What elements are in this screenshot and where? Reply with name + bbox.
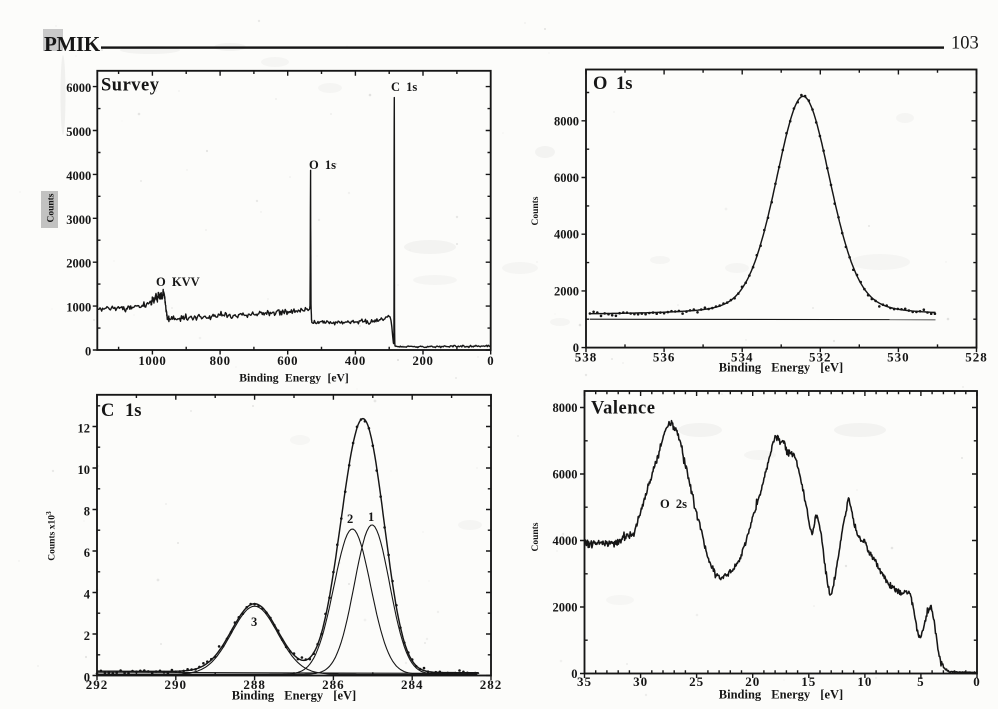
svg-text:532: 532 [809, 350, 832, 365]
svg-text:1: 1 [368, 510, 374, 524]
svg-text:4000: 4000 [66, 169, 91, 183]
svg-text:Binding Energy [eV]: Binding Energy [eV] [719, 688, 843, 702]
svg-text:292: 292 [86, 677, 109, 692]
svg-text:4000: 4000 [554, 228, 579, 242]
svg-text:Binding Energy [eV]: Binding Energy [eV] [232, 689, 356, 703]
svg-text:C 1s: C 1s [101, 401, 141, 421]
svg-text:3000: 3000 [66, 213, 91, 227]
svg-text:35: 35 [577, 674, 592, 689]
svg-text:O 2s: O 2s [660, 497, 687, 511]
svg-text:Binding Energy [eV]: Binding Energy [eV] [239, 372, 348, 385]
svg-text:290: 290 [165, 677, 188, 692]
svg-text:Binding Energy [eV]: Binding Energy [eV] [719, 361, 843, 375]
svg-text:0: 0 [573, 341, 579, 355]
svg-text:2000: 2000 [66, 257, 91, 271]
svg-text:200: 200 [413, 354, 434, 368]
svg-text:538: 538 [575, 350, 598, 365]
svg-text:6000: 6000 [553, 468, 578, 482]
svg-text:1000: 1000 [66, 301, 91, 315]
svg-text:4: 4 [84, 588, 91, 602]
svg-text:103: 103 [951, 34, 979, 54]
svg-text:5000: 5000 [66, 125, 91, 139]
svg-text:1000: 1000 [138, 354, 166, 368]
svg-text:PMIK: PMIK [44, 32, 101, 56]
svg-text:6000: 6000 [66, 81, 91, 95]
svg-text:C 1s: C 1s [391, 80, 417, 94]
svg-text:5: 5 [917, 674, 925, 689]
svg-text:0: 0 [487, 354, 494, 368]
svg-text:25: 25 [689, 674, 704, 689]
svg-text:O KVV: O KVV [156, 275, 200, 289]
svg-text:15: 15 [801, 674, 816, 689]
svg-text:282: 282 [480, 677, 503, 692]
svg-text:288: 288 [243, 677, 266, 692]
svg-text:534: 534 [731, 350, 754, 365]
svg-text:6000: 6000 [554, 171, 579, 185]
svg-text:6: 6 [84, 546, 90, 560]
svg-text:400: 400 [345, 354, 366, 368]
svg-text:2: 2 [84, 629, 90, 643]
svg-text:2: 2 [347, 512, 353, 526]
svg-text:8000: 8000 [554, 114, 579, 128]
svg-text:30: 30 [633, 674, 648, 689]
svg-text:8: 8 [84, 505, 90, 519]
svg-text:2000: 2000 [553, 601, 578, 615]
svg-text:536: 536 [653, 350, 676, 365]
svg-text:10: 10 [78, 463, 91, 477]
svg-text:O 1s: O 1s [593, 74, 632, 94]
svg-text:530: 530 [887, 350, 910, 365]
svg-text:Counts: Counts [531, 196, 541, 225]
svg-text:600: 600 [277, 354, 298, 368]
svg-text:4000: 4000 [553, 534, 578, 548]
svg-text:0: 0 [84, 671, 90, 685]
svg-text:O 1s: O 1s [309, 158, 336, 172]
svg-text:12: 12 [78, 422, 91, 436]
svg-text:Counts: Counts [531, 522, 541, 551]
svg-text:3: 3 [251, 615, 257, 629]
svg-text:0: 0 [973, 674, 981, 689]
svg-text:528: 528 [965, 350, 988, 365]
svg-text:2000: 2000 [554, 284, 579, 298]
svg-text:286: 286 [322, 677, 345, 692]
svg-text:Counts x103: Counts x103 [44, 511, 58, 561]
svg-text:800: 800 [210, 354, 231, 368]
svg-text:284: 284 [401, 677, 424, 692]
svg-text:20: 20 [745, 674, 760, 689]
svg-text:Survey: Survey [101, 76, 160, 96]
svg-text:0: 0 [85, 345, 91, 359]
svg-text:10: 10 [857, 674, 872, 689]
svg-text:Counts: Counts [47, 193, 57, 222]
svg-text:0: 0 [571, 667, 577, 681]
svg-text:Valence: Valence [591, 399, 655, 419]
svg-text:8000: 8000 [553, 401, 578, 415]
